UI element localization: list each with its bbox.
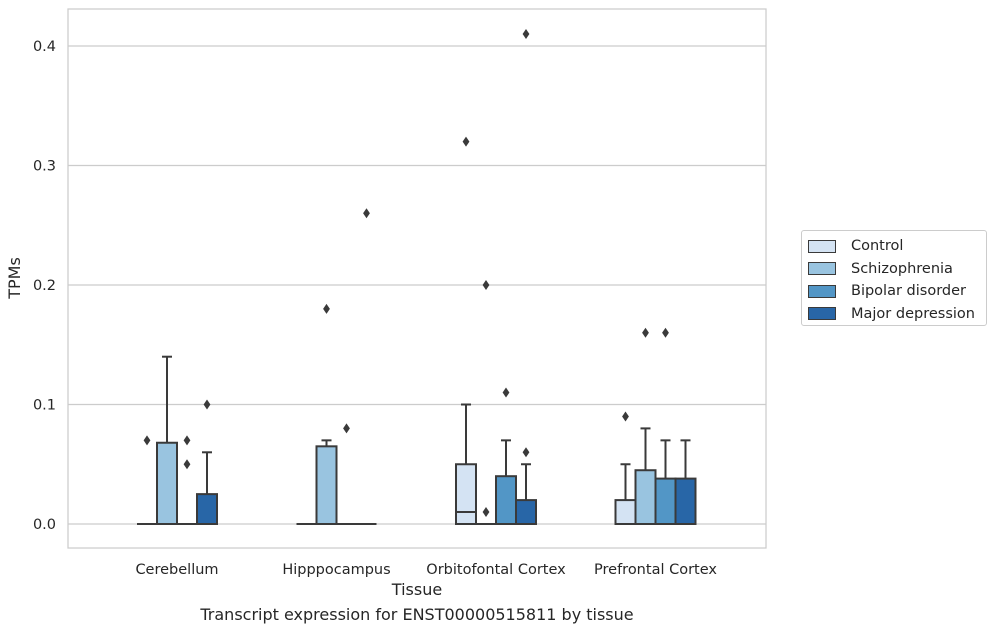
box-body	[196, 493, 218, 525]
y-tick-label: 0.2	[33, 278, 56, 294]
legend-label-schizophrenia: Schizophrenia	[851, 260, 953, 277]
x-tick-label: Orbitofontal Cortex	[426, 562, 566, 578]
box-major-depression-prefrontal-cortex	[674, 439, 697, 525]
box-body	[515, 499, 537, 526]
y-axis-label: TPMs	[5, 257, 24, 300]
box-body	[156, 441, 178, 525]
legend-label-control: Control	[851, 238, 904, 255]
box-body	[654, 477, 677, 525]
legend: Control Schizophrenia Bipolar disorder M…	[801, 230, 987, 326]
legend-swatch-schizophrenia	[808, 262, 836, 276]
x-tick-label: Prefrontal Cortex	[594, 562, 717, 578]
box-control-cerebellum	[137, 435, 157, 525]
box-body	[495, 475, 517, 526]
outlier-point	[482, 280, 490, 290]
outlier-point	[323, 303, 330, 314]
legend-label-major-depression: Major depression	[851, 305, 975, 322]
box-bipolar-disorder-orbitofontal-cortex	[495, 387, 517, 526]
box-control-orbitofontal-cortex	[455, 136, 477, 525]
plot-frame	[67, 8, 767, 549]
box-body	[674, 477, 697, 525]
legend-item-major-depression: Major depression	[808, 303, 986, 326]
y-tick-label: 0.3	[33, 159, 56, 175]
outlier-point	[363, 208, 370, 219]
outlier-point	[203, 399, 211, 410]
legend-item-control: Control	[808, 235, 986, 258]
y-tick-label: 0.4	[33, 39, 56, 55]
legend-swatch-major-depression	[808, 307, 836, 321]
box-body	[455, 463, 477, 525]
box-schizophrenia-prefrontal-cortex	[634, 327, 657, 526]
outlier-point	[462, 136, 470, 147]
box-schizophrenia-hipppocampus	[315, 303, 338, 526]
box-body	[634, 469, 657, 526]
outlier-point	[622, 411, 629, 422]
box-control-prefrontal-cortex	[614, 411, 637, 526]
legend-item-schizophrenia: Schizophrenia	[808, 258, 986, 281]
x-axis-label: Tissue	[391, 580, 442, 599]
box-major-depression-hipppocampus	[356, 208, 377, 525]
box-major-depression-orbitofontal-cortex	[515, 29, 537, 526]
outlier-point	[143, 435, 151, 446]
legend-item-bipolar-disorder: Bipolar disorder	[808, 280, 986, 303]
outlier-point	[482, 507, 490, 518]
figure-caption: Transcript expression for ENST0000051581…	[200, 605, 634, 624]
legend-swatch-bipolar-disorder	[808, 284, 836, 298]
outlier-point	[662, 327, 669, 338]
outlier-point	[502, 387, 510, 398]
box-body	[614, 499, 637, 526]
boxes	[137, 29, 697, 526]
box-schizophrenia-cerebellum	[156, 355, 178, 525]
x-tick-label: Hipppocampus	[282, 562, 390, 578]
box-schizophrenia-orbitofontal-cortex	[476, 280, 496, 525]
box-major-depression-cerebellum	[196, 399, 218, 525]
tick-labels: 0.0 0.1 0.2 0.3 0.4 Cerebellum Hipppocampus Orb…	[33, 39, 717, 578]
y-tick-label: 0.0	[33, 517, 56, 533]
x-tick-label: Cerebellum	[135, 562, 218, 578]
box-bipolar-disorder-cerebellum	[177, 435, 197, 525]
y-tick-label: 0.1	[33, 398, 56, 414]
outlier-point	[183, 435, 191, 446]
legend-label-bipolar-disorder: Bipolar disorder	[851, 283, 966, 300]
outlier-point	[183, 459, 191, 470]
box-bipolar-disorder-hipppocampus	[336, 423, 357, 525]
outlier-point	[642, 327, 649, 338]
legend-swatch-control	[808, 239, 836, 253]
box-bipolar-disorder-prefrontal-cortex	[654, 327, 677, 525]
outlier-point	[522, 29, 530, 40]
outlier-point	[522, 447, 530, 458]
outlier-point	[343, 423, 350, 434]
box-body	[315, 445, 338, 526]
